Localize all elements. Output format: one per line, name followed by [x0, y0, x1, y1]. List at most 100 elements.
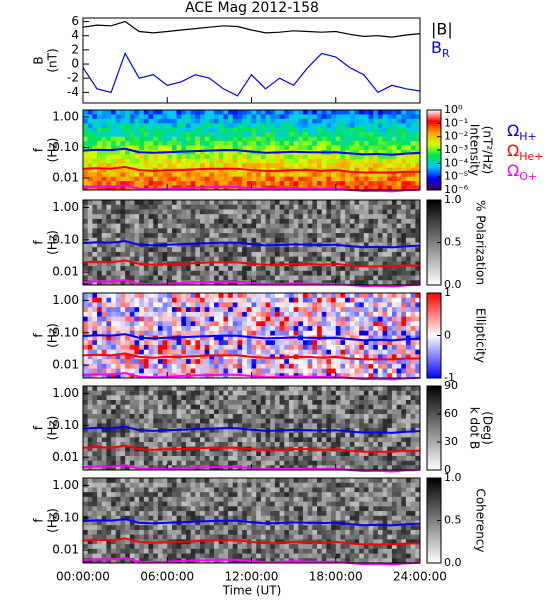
spectrogram-cell — [260, 237, 266, 243]
spectrogram-cell — [340, 414, 346, 420]
spectrogram-cell — [321, 404, 327, 410]
spectrogram-cell — [335, 363, 341, 369]
spectrogram-cell — [223, 302, 229, 308]
spectrogram-cell — [284, 266, 290, 272]
spectrogram-cell — [251, 237, 257, 243]
spectrogram-cell — [83, 145, 89, 151]
spectrogram-cell — [200, 233, 206, 239]
spectrogram-cell — [354, 302, 360, 308]
spectrogram-cell — [335, 386, 341, 392]
spectrogram-cell — [120, 123, 126, 129]
spectrogram-cell — [335, 163, 341, 169]
spectrogram-cell — [214, 340, 220, 346]
spectrogram-cell — [232, 359, 238, 365]
spectrogram-cell — [92, 270, 98, 276]
spectrogram-cell — [242, 409, 248, 415]
spectrogram-cell — [326, 404, 332, 410]
spectrogram-cell — [260, 432, 266, 438]
spectrogram-cell — [270, 414, 276, 420]
spectrogram-cell — [242, 437, 248, 443]
spectrogram-cell — [256, 321, 262, 327]
spectrogram-cell — [228, 204, 234, 210]
spectrogram-cell — [321, 373, 327, 379]
spectrogram-cell — [335, 275, 341, 281]
spectrogram-cell — [354, 127, 360, 133]
spectrogram-cell — [256, 172, 262, 178]
spectrogram-cell — [270, 349, 276, 355]
spectrogram-cell — [251, 316, 257, 322]
spectrogram-cell — [237, 344, 243, 351]
spectrogram-cell — [223, 172, 229, 178]
spectrogram-cell — [326, 251, 332, 258]
spectrogram-cell — [354, 247, 360, 253]
plot-frame — [82, 17, 421, 104]
spectrogram-cell — [363, 363, 369, 369]
spectrogram-cell — [405, 404, 412, 410]
spectrogram-cell — [270, 340, 276, 346]
spectrogram-cell — [391, 363, 397, 369]
spectrogram-cell — [312, 359, 318, 365]
spectrogram-cell — [373, 270, 379, 276]
spectrogram-cell — [214, 335, 220, 341]
spectrogram-cell — [106, 344, 112, 351]
spectrogram-cell — [246, 214, 252, 220]
spectrogram-cell — [237, 132, 243, 138]
spectrogram-cell — [331, 114, 337, 120]
spectrogram-cell — [391, 297, 397, 303]
spectrogram-cell — [97, 302, 103, 308]
spectrogram-cell — [298, 114, 304, 120]
spectrogram-cell — [401, 132, 407, 138]
spectrogram-cell — [242, 335, 248, 341]
spectrogram-cell — [279, 270, 285, 276]
spectrogram-cell — [410, 293, 416, 299]
spectrogram-cell — [97, 127, 103, 133]
spectrogram-cell — [214, 204, 220, 210]
spectrogram-cell — [167, 330, 173, 336]
spectrogram-cell — [167, 145, 173, 151]
spectrogram-cell — [237, 354, 243, 360]
spectrogram-cell — [83, 270, 89, 276]
spectrogram-cell — [209, 395, 215, 401]
spectrogram-cell — [265, 363, 271, 369]
spectrogram-cell — [232, 204, 238, 210]
spectrogram-cell — [106, 145, 112, 151]
spectrogram-cell — [359, 233, 365, 239]
spectrogram-cell — [401, 326, 407, 332]
spectrogram-cell — [274, 344, 280, 351]
spectrogram-cell — [265, 214, 271, 220]
spectrogram-cell — [340, 185, 346, 191]
spectrogram-cell — [237, 118, 243, 124]
spectrogram-cell — [405, 418, 412, 424]
spectrogram-cell — [345, 363, 351, 369]
spectrogram-cell — [246, 150, 252, 155]
spectrogram-cell — [125, 307, 131, 313]
spectrogram-cell — [246, 127, 252, 133]
spectrogram-cell — [101, 172, 107, 178]
spectrogram-cell — [228, 437, 234, 443]
spectrogram-cell — [185, 368, 192, 374]
spectrogram-cell — [139, 251, 145, 258]
spectrogram-cell — [214, 214, 220, 220]
spectrogram-cell — [97, 185, 103, 191]
spectrogram-cell — [162, 423, 168, 429]
spectrogram-cell — [382, 349, 388, 355]
spectrogram-cell — [87, 200, 93, 206]
spectrogram-cell — [246, 316, 252, 322]
spectrogram-cell — [368, 354, 374, 360]
spectrogram-cell — [396, 209, 402, 215]
spectrogram-cell — [125, 418, 131, 424]
spectrogram-cell — [279, 176, 285, 182]
spectrogram-cell — [368, 204, 374, 210]
spectrogram-cell — [349, 233, 355, 239]
spectrogram-cell — [298, 349, 304, 355]
spectrogram-cell — [382, 150, 388, 155]
spectrogram-cell — [274, 297, 280, 303]
spectrogram-cell — [111, 423, 117, 429]
spectrogram-cell — [185, 127, 192, 133]
spectrogram-cell — [143, 270, 149, 276]
spectrogram-cell — [134, 256, 140, 262]
spectrogram-cell — [382, 432, 388, 438]
spectrogram-cell — [410, 423, 416, 429]
spectrogram-cell — [298, 316, 304, 322]
spectrogram-cell — [190, 302, 196, 308]
